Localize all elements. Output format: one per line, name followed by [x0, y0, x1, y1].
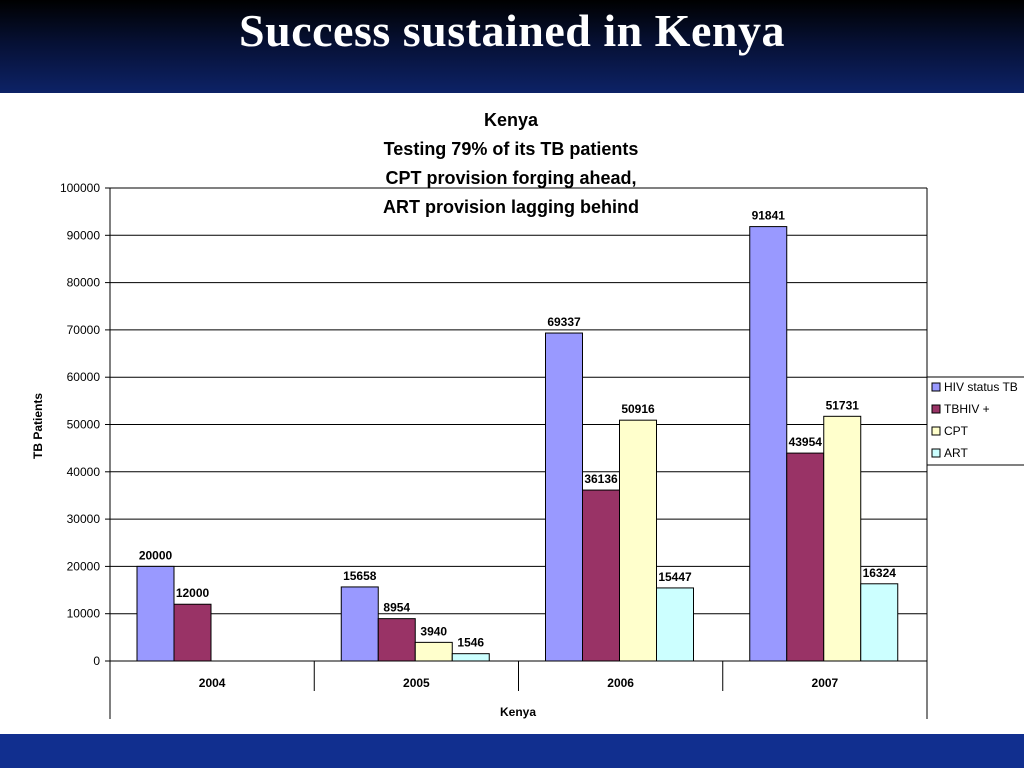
bar-art: [656, 587, 694, 662]
bar-hiv-status-tb: [136, 565, 175, 662]
chart-title-line: ART provision lagging behind: [383, 197, 639, 217]
bar-tbhiv: [582, 489, 620, 662]
data-label: 20000: [139, 548, 173, 562]
y-tick-label: 50000: [67, 418, 101, 432]
x-tick-label: 2006: [607, 676, 634, 690]
legend-box: [926, 376, 1024, 466]
chart-panel: 0 10000 20000 30000 40000 50000 60000 70000 8000…: [0, 93, 1024, 734]
bar-chart: 0 10000 20000 30000 40000 50000 60000 70000 8000…: [31, 110, 1024, 719]
data-label: 12000: [176, 586, 210, 600]
legend-swatch: [931, 448, 941, 458]
data-label: 50916: [621, 402, 655, 416]
legend-entry: HIV status TB: [944, 380, 1018, 394]
y-tick-label: 30000: [67, 512, 101, 526]
y-tick-label: 60000: [67, 370, 101, 384]
bar-hiv-status-tb: [340, 586, 379, 662]
y-tick-label: 40000: [67, 465, 101, 479]
legend-entry: ART: [944, 446, 968, 460]
legend-entry: CPT: [944, 424, 969, 438]
data-label: 8954: [383, 601, 410, 615]
y-axis-title: TB Patients: [31, 393, 45, 459]
bar-art: [860, 583, 899, 662]
x-tick-label: 2005: [403, 676, 430, 690]
data-label: 15658: [343, 569, 377, 583]
data-label: 16324: [863, 566, 897, 580]
y-tick-label: 0: [93, 654, 100, 668]
y-tick-label: 90000: [67, 228, 101, 242]
bar-art: [451, 653, 490, 662]
data-label: 15447: [658, 570, 692, 584]
y-tick-label: 80000: [67, 276, 101, 290]
data-label: 69337: [547, 315, 581, 329]
chart-title-line: Testing 79% of its TB patients: [384, 139, 639, 159]
bar-cpt: [414, 641, 453, 662]
bar-tbhiv: [377, 618, 416, 662]
legend-entry: TBHIV +: [944, 402, 990, 416]
legend-swatch: [931, 426, 941, 436]
bar-cpt: [823, 415, 862, 662]
x-tick-label: 2004: [199, 676, 226, 690]
data-label: 1546: [457, 636, 484, 650]
data-label: 43954: [789, 435, 823, 449]
y-tick-label: 100000: [60, 181, 100, 195]
data-label: 51731: [826, 398, 860, 412]
data-label: 3940: [420, 624, 447, 638]
legend-swatch: [931, 404, 941, 414]
x-axis-title: Kenya: [500, 705, 536, 719]
slide-header: Success sustained in Kenya: [0, 0, 1024, 93]
y-tick-label: 70000: [67, 323, 101, 337]
data-label: 36136: [584, 472, 618, 486]
bar-cpt: [619, 419, 657, 662]
slide-title: Success sustained in Kenya: [239, 5, 785, 56]
legend-swatch: [931, 382, 941, 392]
x-tick-label: 2007: [812, 676, 839, 690]
bar-tbhiv: [173, 603, 212, 662]
bar-hiv-status-tb: [749, 226, 788, 662]
chart-title-line: Kenya: [484, 110, 539, 130]
data-label: 91841: [752, 209, 786, 223]
bar-hiv-status-tb: [545, 332, 583, 662]
y-tick-label: 10000: [67, 607, 101, 621]
slide-footer: [0, 734, 1024, 768]
bar-tbhiv: [786, 452, 825, 662]
y-tick-label: 20000: [67, 559, 101, 573]
chart-title-line: CPT provision forging ahead,: [385, 168, 636, 188]
